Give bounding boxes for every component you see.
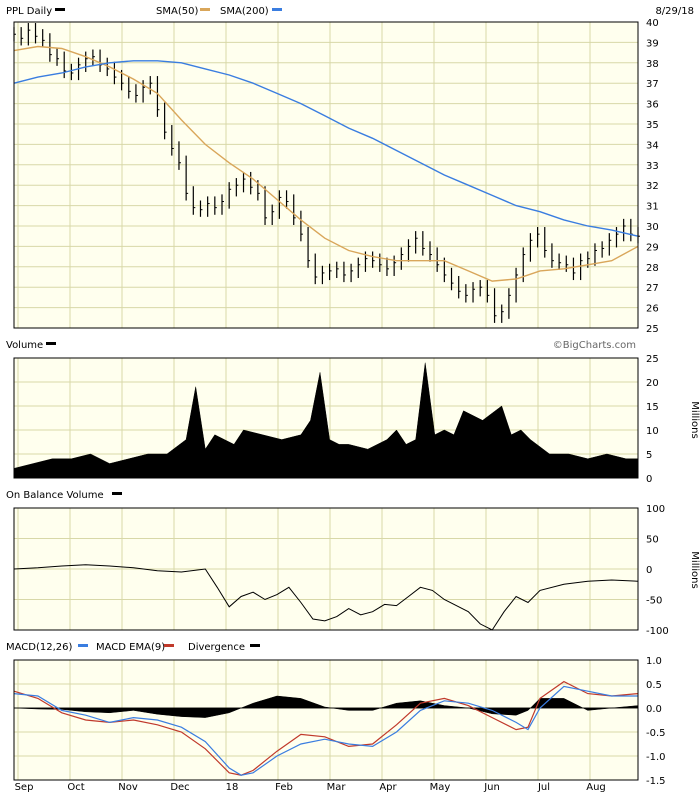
y-tick-label: 10 [646,426,659,437]
x-tick-label: Aug [586,782,606,793]
x-tick-label: Dec [170,782,189,793]
macd-title: MACD(12,26) [6,642,73,653]
sma200-line [13,60,639,237]
y-axis-ticks: 25 26 27 28 29 30 31 32 33 34 35 36 37 38 39 40 0 5 10 15 20… [646,18,669,787]
y-tick-label: 25 [646,354,659,365]
y-tick-label: -100 [646,626,669,637]
macd-ema-legend-swatch [164,644,174,647]
y-tick-label: 100 [646,504,665,515]
obv-title: On Balance Volume [6,490,104,501]
y-tick-label: -0.5 [646,728,666,739]
divergence-title: Divergence [188,642,245,653]
macd-panel-border [13,659,639,781]
y-tick-label: 15 [646,402,659,413]
y-tick-label: 1.0 [646,656,662,667]
x-tick-label: Jul [537,782,550,793]
x-tick-label: Nov [118,782,138,793]
y-tick-label: 0.5 [646,680,662,691]
y-tick-label: 29 [646,242,659,253]
x-tick-label: Apr [379,782,397,793]
y-tick-label: 5 [646,450,652,461]
x-tick-label: Jun [483,782,500,793]
y-tick-label: 37 [646,79,659,90]
obv-legend-swatch [112,492,122,495]
sma50-label: SMA(50) [156,6,198,17]
y-tick-label: 20 [646,378,659,389]
y-tick-label: 0.0 [646,704,662,715]
y-tick-label: 32 [646,181,659,192]
x-tick-label: Oct [67,782,84,793]
y-tick-label: 50 [646,535,659,546]
volume-panel-border [13,357,639,479]
y-tick-label: 31 [646,202,659,213]
y-tick-label: 26 [646,304,659,315]
divergence-area [13,695,639,718]
obv-panel-border [13,507,639,631]
macd-legend-swatch [78,644,88,647]
sma200-label: SMA(200) [220,6,269,17]
x-tick-label: 18 [226,782,239,793]
y-tick-label: 38 [646,59,659,70]
x-tick-label: May [430,782,451,793]
x-tick-label: Mar [327,782,347,793]
y-tick-label: 0 [646,474,652,485]
volume-area [13,362,639,479]
y-tick-label: 33 [646,161,659,172]
chart-date: 8/29/18 [655,6,694,17]
macd-ema-title: MACD EMA(9) [96,642,165,653]
series-marks [13,23,640,776]
x-tick-label: Sep [15,782,34,793]
symbol-label: PPL Daily [6,6,52,17]
y-tick-label: 35 [646,120,659,131]
price-panel [14,22,638,328]
obv-line [13,564,639,631]
volume-title: Volume [6,340,43,351]
divergence-legend-swatch [250,644,260,647]
sma200-legend-swatch [272,8,282,11]
y-tick-label: 0 [646,565,652,576]
volume-legend-swatch [46,342,56,345]
x-tick-label: Feb [275,782,293,793]
price-panel-border [13,21,639,329]
sma50-line [13,45,639,282]
y-tick-label: -1.0 [646,752,666,763]
symbol-legend-swatch [55,8,65,11]
credit-text: ©BigCharts.com [553,340,636,351]
y-tick-label: 27 [646,283,659,294]
y-tick-label: 39 [646,38,659,49]
volume-unit-label: Millions [689,401,700,438]
y-tick-label: 40 [646,18,659,29]
y-tick-label: -1.5 [646,776,666,787]
macd-ema-line [13,680,639,776]
y-tick-label: 25 [646,324,659,335]
x-axis-ticks: Sep Oct Nov Dec 18 Feb Mar Apr May Jun Jul Aug [15,782,606,793]
y-tick-label: 36 [646,100,659,111]
y-tick-label: -50 [646,596,662,607]
sma50-legend-swatch [200,8,210,11]
macd-line [13,685,638,776]
y-tick-label: 28 [646,263,659,274]
y-tick-label: 34 [646,140,659,151]
macd-panel [14,660,638,780]
y-tick-label: 30 [646,222,659,233]
obv-unit-label: Millions [689,551,700,588]
